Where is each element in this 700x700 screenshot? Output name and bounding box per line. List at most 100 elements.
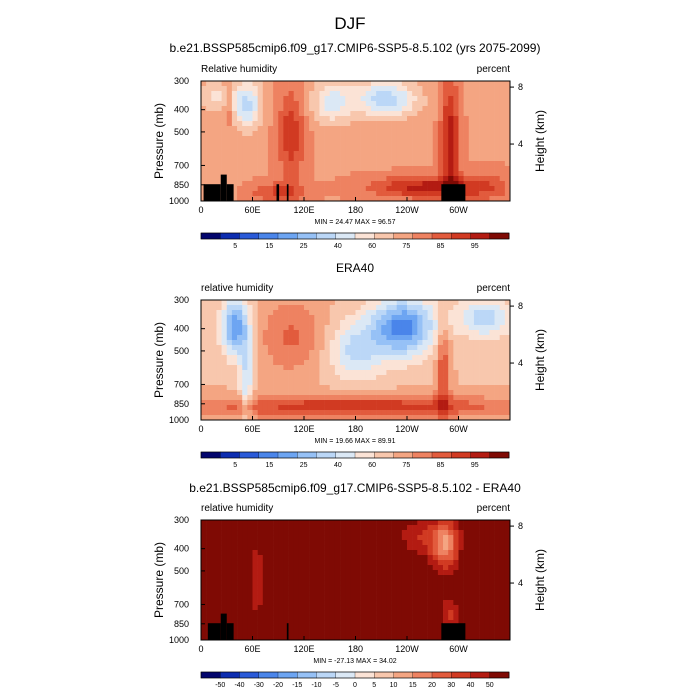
heatmap-cell (314, 400, 320, 406)
heatmap-cell (273, 330, 279, 336)
heatmap-cell (288, 635, 294, 641)
heatmap-cell (453, 575, 459, 581)
heatmap-cell (417, 191, 423, 197)
heatmap-cell (216, 350, 222, 356)
heatmap-cell (381, 610, 387, 616)
heatmap-cell (453, 141, 459, 147)
heatmap-cell (242, 121, 248, 127)
heatmap-cell (231, 106, 238, 112)
heatmap-cell (386, 595, 392, 601)
heatmap-cell (417, 126, 423, 132)
colorbar-swatch (297, 232, 317, 240)
heatmap-cell (231, 355, 238, 361)
panel-title: b.e21.BSSP585cmip6.f09_g17.CMIP6-SSP5-8.… (170, 41, 541, 55)
colorbar-label: 20 (428, 682, 436, 689)
heatmap-cell (206, 355, 212, 361)
heatmap-cell (468, 310, 475, 316)
heatmap-cell (458, 370, 464, 376)
heatmap-cell (458, 315, 464, 321)
heatmap-cell (345, 156, 351, 162)
heatmap-cell (370, 580, 377, 586)
heatmap-cell (376, 625, 382, 631)
heatmap-cell (319, 635, 325, 641)
heatmap-cell (365, 186, 372, 192)
heatmap-cell (345, 86, 351, 92)
heatmap-cell (319, 400, 325, 406)
heatmap-cell (278, 126, 284, 132)
heatmap-cell (206, 320, 212, 326)
heatmap-cell (484, 585, 490, 591)
heatmap-cell (427, 605, 434, 611)
heatmap-cell (422, 136, 428, 142)
heatmap-cell (237, 101, 243, 107)
heatmap-cell (231, 111, 238, 117)
heatmap-cell (247, 560, 253, 566)
heatmap-cell (324, 151, 331, 157)
heatmap-cell (443, 620, 449, 626)
heatmap-cell (283, 565, 289, 571)
heatmap-cell (494, 186, 500, 192)
heatmap-cell (494, 635, 500, 641)
heatmap-cell (443, 345, 449, 351)
heatmap-cell (304, 525, 310, 531)
heatmap-cell (479, 141, 485, 147)
heatmap-cell (242, 91, 248, 97)
heatmap-cell (329, 380, 336, 386)
heatmap-cell (468, 380, 475, 386)
heatmap-cell (345, 385, 351, 391)
heatmap-cell (329, 310, 336, 316)
heatmap-cell (319, 390, 325, 396)
heatmap-cell (340, 111, 346, 117)
heatmap-cell (494, 91, 500, 97)
heatmap-cell (257, 585, 264, 591)
heatmap-cell (242, 86, 248, 92)
heatmap-cell (329, 91, 336, 97)
heatmap-cell (329, 605, 336, 611)
heatmap-cell (350, 565, 356, 571)
heatmap-cell (422, 86, 428, 92)
heatmap-cell (376, 141, 382, 147)
heatmap-cell (473, 620, 480, 626)
heatmap-cell (267, 615, 274, 621)
heatmap-cell (391, 196, 397, 202)
heatmap-cell (201, 520, 207, 526)
heatmap-cell (391, 540, 397, 546)
heatmap-cell (360, 325, 367, 331)
heatmap-cell (412, 615, 418, 621)
heatmap-cell (231, 520, 238, 526)
heatmap-cell (360, 405, 367, 411)
heatmap-cell (309, 350, 315, 356)
heatmap-cell (319, 310, 325, 316)
heatmap-cell (231, 315, 238, 321)
heatmap-cell (298, 620, 305, 626)
heatmap-cell (242, 545, 248, 551)
heatmap-cell (314, 111, 320, 117)
heatmap-cell (427, 141, 434, 147)
heatmap-cell (211, 136, 217, 142)
heatmap-cell (329, 395, 336, 401)
heatmap-cell (324, 335, 331, 341)
heatmap-cell (370, 350, 377, 356)
heatmap-cell (427, 310, 434, 316)
heatmap-cell (484, 545, 490, 551)
heatmap-cell (350, 605, 356, 611)
x-tick-label: 60E (244, 644, 260, 654)
heatmap-cell (283, 635, 289, 641)
heatmap-cell (499, 590, 506, 596)
heatmap-cell (422, 330, 428, 336)
heatmap-cell (293, 330, 300, 336)
heatmap-cell (257, 106, 264, 112)
heatmap-cell (401, 415, 408, 421)
heatmap-cell (247, 121, 253, 127)
heatmap-cell (231, 86, 238, 92)
heatmap-cell (278, 390, 284, 396)
heatmap-cell (499, 520, 506, 526)
heatmap-cell (206, 570, 212, 576)
heatmap-cell (432, 390, 439, 396)
heatmap-cell (309, 166, 315, 172)
heatmap-cell (365, 415, 372, 421)
heatmap-cell (479, 335, 485, 341)
heatmap-cell (401, 350, 408, 356)
heatmap-cell (267, 370, 274, 376)
heatmap-cell (283, 101, 289, 107)
